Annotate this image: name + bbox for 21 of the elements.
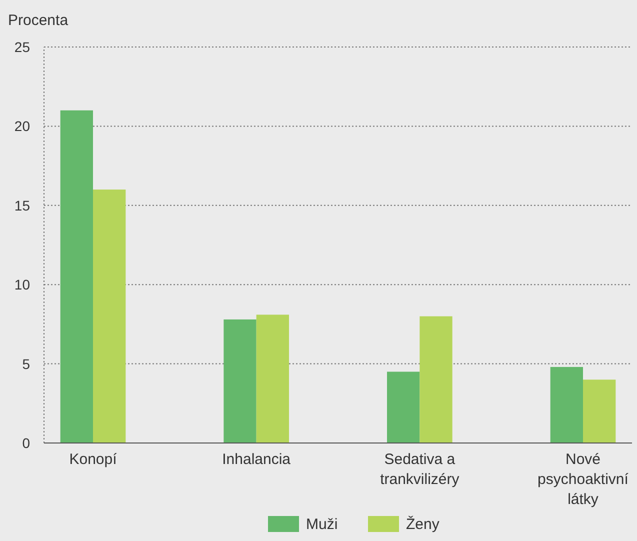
x-tick-label: Nové psychoaktivní látky bbox=[538, 451, 630, 508]
bar bbox=[387, 372, 420, 443]
bar bbox=[93, 190, 126, 443]
y-axis-title: Procenta bbox=[8, 12, 69, 29]
y-tick-label: 20 bbox=[14, 118, 30, 134]
bar bbox=[420, 316, 452, 443]
bar bbox=[583, 380, 616, 443]
bar bbox=[550, 366, 583, 443]
legend-label: Muži bbox=[306, 516, 338, 533]
y-tick-label: 10 bbox=[14, 276, 30, 293]
y-tick-label: 15 bbox=[14, 197, 30, 214]
y-tick-label: 5 bbox=[22, 356, 30, 372]
legend-label: Ženy bbox=[406, 515, 440, 533]
bar bbox=[60, 110, 93, 443]
y-tick-label: 0 bbox=[22, 435, 30, 451]
x-tick-label: Inhalancia bbox=[222, 451, 292, 468]
y-tick-label: 25 bbox=[14, 39, 30, 55]
bar bbox=[256, 314, 289, 443]
x-tick-label: Sedativa a trankvilizéry bbox=[380, 451, 460, 488]
bar bbox=[224, 319, 256, 443]
x-tick-label: Konopí bbox=[69, 451, 118, 468]
